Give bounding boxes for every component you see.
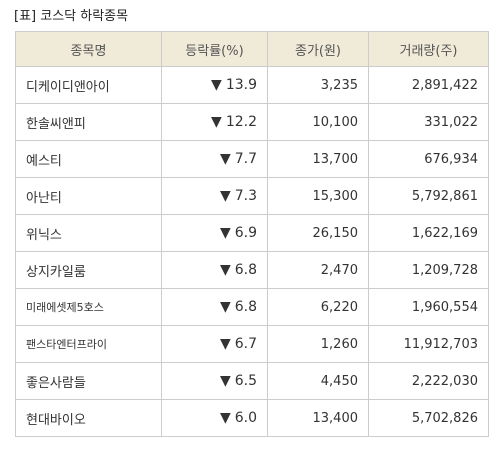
change-rate-value: 6.8 [234,299,257,315]
closing-price: 1,260 [267,325,369,363]
down-arrow-icon: ▼ [211,114,222,130]
table-caption: [표] 코스닥 하락종목 [14,9,129,24]
table-row: 예스티 ▼ 7.7 13,700 676,934 [15,140,489,178]
change-rate: ▼ 6.8 [161,251,268,289]
down-arrow-icon: ▼ [219,336,231,352]
stock-name: 상지카일룸 [15,251,162,289]
column-header-name: 종목명 [15,31,162,67]
stock-name: 아난티 [15,177,162,215]
trading-volume: 1,622,169 [368,214,489,252]
table-row: 디케이디앤아이 ▼ 13.9 3,235 2,891,422 [15,66,489,104]
change-rate: ▼ 7.3 [161,177,268,215]
table-row: 한솔씨앤피 ▼ 12.2 10,100 331,022 [15,103,489,141]
down-arrow-icon: ▼ [219,262,231,278]
table-row: 미래에셋제5호스 ▼ 6.8 6,220 1,960,554 [15,288,489,326]
stock-name: 현대바이오 [15,399,162,437]
down-arrow-icon: ▼ [219,188,231,204]
closing-price: 6,220 [267,288,369,326]
change-rate-value: 7.7 [234,151,257,167]
down-arrow-icon: ▼ [219,373,231,389]
change-rate: ▼ 6.7 [161,325,268,363]
table-row: 상지카일룸 ▼ 6.8 2,470 1,209,728 [15,251,489,289]
column-header-price: 종가(원) [267,31,369,67]
change-rate: ▼ 6.8 [161,288,268,326]
down-arrow-icon: ▼ [211,77,222,93]
down-arrow-icon: ▼ [219,225,231,241]
down-arrow-icon: ▼ [219,299,231,315]
table-header-row: 종목명 등락률(%) 종가(원) 거래량(주) [15,31,489,67]
column-header-rate: 등락률(%) [161,31,268,67]
closing-price: 10,100 [267,103,369,141]
closing-price: 15,300 [267,177,369,215]
kosdaq-decliners-table: 종목명 등락률(%) 종가(원) 거래량(주) 디케이디앤아이 ▼ 13.9 3,… [15,31,489,437]
closing-price: 13,700 [267,140,369,178]
table-row: 좋은사람들 ▼ 6.5 4,450 2,222,030 [15,362,489,400]
change-rate-value: 6.0 [234,410,257,426]
change-rate: ▼ 13.9 [161,66,268,104]
table-row: 위닉스 ▼ 6.9 26,150 1,622,169 [15,214,489,252]
closing-price: 2,470 [267,251,369,289]
closing-price: 4,450 [267,362,369,400]
change-rate-value: 6.8 [234,262,257,278]
stock-name: 위닉스 [15,214,162,252]
change-rate: ▼ 7.7 [161,140,268,178]
change-rate-value: 6.7 [234,336,257,352]
stock-name: 예스티 [15,140,162,178]
column-header-volume: 거래량(주) [368,31,489,67]
change-rate: ▼ 6.5 [161,362,268,400]
table-row: 현대바이오 ▼ 6.0 13,400 5,702,826 [15,399,489,437]
table-row: 팬스타엔터프라이 ▼ 6.7 1,260 11,912,703 [15,325,489,363]
trading-volume: 5,702,826 [368,399,489,437]
closing-price: 13,400 [267,399,369,437]
stock-name: 팬스타엔터프라이 [15,325,162,363]
trading-volume: 2,891,422 [368,66,489,104]
change-rate-value: 7.3 [234,188,257,204]
trading-volume: 331,022 [368,103,489,141]
trading-volume: 2,222,030 [368,362,489,400]
trading-volume: 676,934 [368,140,489,178]
stock-name: 한솔씨앤피 [15,103,162,141]
closing-price: 3,235 [267,66,369,104]
down-arrow-icon: ▼ [219,151,231,167]
closing-price: 26,150 [267,214,369,252]
stock-name: 디케이디앤아이 [15,66,162,104]
trading-volume: 5,792,861 [368,177,489,215]
change-rate: ▼ 12.2 [161,103,268,141]
change-rate-value: 13.9 [225,77,257,93]
change-rate-value: 6.9 [234,225,257,241]
trading-volume: 11,912,703 [368,325,489,363]
change-rate: ▼ 6.0 [161,399,268,437]
table-row: 아난티 ▼ 7.3 15,300 5,792,861 [15,177,489,215]
stock-name: 좋은사람들 [15,362,162,400]
change-rate: ▼ 6.9 [161,214,268,252]
down-arrow-icon: ▼ [219,410,231,426]
change-rate-value: 6.5 [234,373,257,389]
trading-volume: 1,960,554 [368,288,489,326]
stock-name: 미래에셋제5호스 [15,288,162,326]
change-rate-value: 12.2 [225,114,257,130]
trading-volume: 1,209,728 [368,251,489,289]
